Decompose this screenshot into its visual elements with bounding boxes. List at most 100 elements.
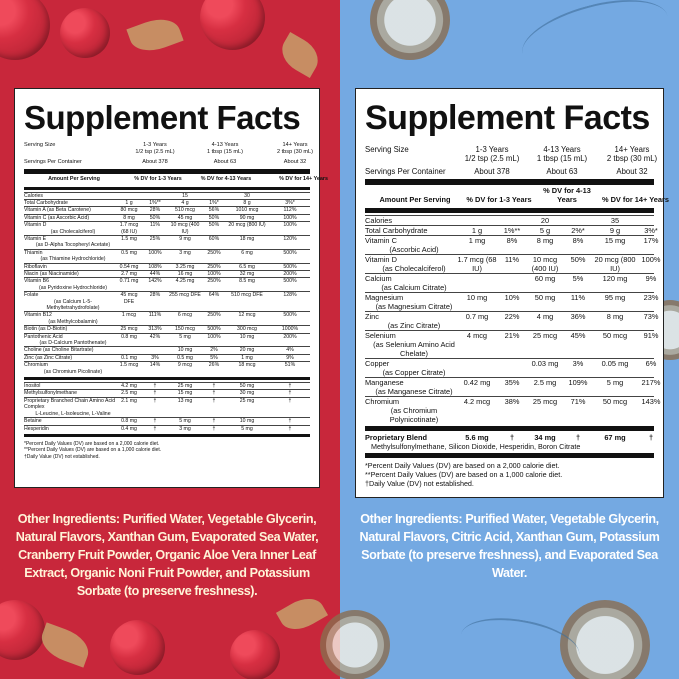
amount-cell: 45 mcg DFE bbox=[120, 292, 138, 305]
amount-cell: 5 g bbox=[539, 226, 551, 236]
dv-cell: 9% bbox=[645, 274, 657, 284]
dv-cell: 250% bbox=[207, 312, 221, 319]
dv-cell: 50% bbox=[149, 214, 161, 221]
amount-cell: 1.7 mcg (68 IU) bbox=[457, 255, 497, 274]
coconut-illustration bbox=[370, 0, 450, 60]
divider bbox=[24, 433, 310, 437]
raspberry-illustration bbox=[0, 0, 50, 60]
dv-cell: 50% bbox=[208, 222, 220, 229]
leaf-illustration bbox=[126, 12, 184, 58]
divider-thick bbox=[365, 179, 654, 185]
nutrient-name: Total Carbohydrate bbox=[24, 199, 68, 206]
amount-cell: 32 mg bbox=[239, 270, 255, 277]
dv-cell: 71% bbox=[570, 397, 586, 407]
table-row: Vitamin D (as Cholecalciferol) 1.7 mcg (68… bbox=[24, 221, 310, 235]
nutrient-name: Vitamin C (as Ascorbic Acid) bbox=[24, 214, 90, 221]
amount-cell: 5 mg bbox=[241, 425, 253, 432]
dv-cell: 100% bbox=[283, 222, 297, 229]
dv-cell: † bbox=[153, 418, 157, 425]
dv-cell: 200% bbox=[283, 333, 297, 340]
amount-cell: 8 mg bbox=[123, 214, 135, 221]
dv-cell: 8% bbox=[572, 236, 584, 246]
dv-cell: 250% bbox=[207, 263, 221, 270]
dv-cell: 111% bbox=[148, 312, 162, 319]
amount-cell: 35 bbox=[610, 216, 620, 226]
table-row: Zinc (as Zinc Citrate) 0.1 mg 3% 0.5 mg 5% 1 … bbox=[24, 353, 310, 361]
right-other-ingredients: Other Ingredients: Purified Water, Veget… bbox=[359, 512, 660, 580]
dv-cell: 11% bbox=[150, 222, 160, 229]
amount-cell: 1 mcg bbox=[121, 312, 137, 319]
amount-cell: 12 mcg bbox=[238, 312, 256, 319]
raspberry-illustration bbox=[200, 0, 265, 50]
dv-cell: 42% bbox=[149, 333, 161, 340]
table-row: Copper (as Copper Citrate) 0.03 mg 3% 0.05 m… bbox=[365, 358, 656, 378]
dv-cell: 60% bbox=[208, 235, 220, 242]
amount-cell: 50 mg bbox=[239, 383, 255, 390]
dv-cell: 500% bbox=[283, 278, 297, 285]
dv-cell: 28% bbox=[149, 207, 161, 214]
footnotes: *Percent Daily Values (DV) are based on … bbox=[365, 461, 563, 488]
table-row: Proprietary Branched Chain Amino Acid Co… bbox=[24, 396, 310, 417]
amount-cell: 1 mg bbox=[468, 236, 486, 246]
amount-cell: 50 mg bbox=[534, 293, 556, 303]
amount-cell: 25 mcg bbox=[532, 397, 558, 407]
dv-cell bbox=[202, 193, 226, 199]
amount-cell: 0.05 mg bbox=[601, 359, 629, 369]
table-row: Chromium (as Chromium Picolinate) 1.5 mcg 1… bbox=[24, 361, 310, 375]
nutrient-name: Total Carbohydrate bbox=[365, 226, 428, 236]
amount-cell: 8 g bbox=[243, 199, 251, 206]
amount-cell: 20 bbox=[540, 216, 550, 226]
nutrient-table: Calories 20 35 Total Carbohydrate 1 g 1%** 5 g… bbox=[365, 215, 660, 425]
table-row: Niacin (as Niacinamide) 2.7 mg 44% 16 mg 100… bbox=[24, 269, 310, 277]
dv-cell: 1%** bbox=[149, 199, 161, 206]
servings-per-container-row: Servings Per Container About 378 About 6… bbox=[365, 167, 648, 176]
amount-cell: 2.1 mg bbox=[121, 397, 137, 404]
amount-cell: 8 mg bbox=[536, 236, 554, 246]
amount-cell: 1.5 mg bbox=[121, 235, 137, 242]
amount-cell: 4.2 mcg bbox=[463, 397, 491, 407]
table-row: Total Carbohydrate 1 g 1%** 4 g 1%* 8 g 3%* bbox=[24, 198, 310, 206]
leaf-illustration bbox=[275, 32, 325, 78]
amount-cell: 5 mg bbox=[606, 378, 624, 388]
serving-size-row: Serving Size 1-3 Years 1/2 tsp (2.5 mL) 4… bbox=[24, 142, 314, 155]
amount-cell: 30 bbox=[244, 192, 250, 199]
dv-cell: 11% bbox=[504, 255, 520, 265]
divider bbox=[365, 453, 654, 459]
dv-cell: 500% bbox=[283, 263, 297, 270]
table-row: Manganese (as Manganese Citrate) 0.42 mg 35… bbox=[365, 377, 660, 396]
amount-cell: 0.1 mg bbox=[121, 354, 137, 361]
palm-leaf-illustration bbox=[456, 609, 584, 679]
raspberry-illustration bbox=[230, 630, 280, 679]
amount-cell: 10 mg bbox=[466, 293, 488, 303]
table-header: Amount Per Serving % DV for 1-3 Years % … bbox=[48, 176, 328, 182]
nutrient-name: Chromium (as Chromium Polynicotinate) bbox=[365, 397, 439, 425]
dv-cell: † bbox=[288, 418, 292, 425]
table-row: Calories 20 35 bbox=[365, 215, 654, 225]
nutrient-name: Pantothenic Acid (as D-Calcium Pantothena… bbox=[24, 333, 107, 347]
amount-cell: 0.54 mg bbox=[119, 263, 139, 270]
table-row: Vitamin C (Ascorbic Acid) 1 mg 8% 8 mg 8% 15 m… bbox=[365, 235, 658, 254]
serving-size-row: Serving Size 1-3 Years 1/2 tsp (2.5 mL) 4… bbox=[365, 145, 658, 163]
right-supplement-facts-panel: Supplement Facts Serving Size 1-3 Years 1… bbox=[355, 88, 669, 498]
dv-cell: 5% bbox=[572, 274, 584, 284]
amount-cell: 0.8 mg bbox=[121, 333, 137, 340]
amount-cell bbox=[457, 274, 497, 292]
dv-cell: 11% bbox=[570, 293, 586, 303]
table-row: Inositol 4.2 mg † 25 mg † 50 mg † bbox=[24, 382, 310, 389]
proprietary-blend-ingredients: Methylsulfonylmethane, Silicon Dioxide, … bbox=[371, 442, 581, 452]
dv-cell: 100% bbox=[207, 333, 221, 340]
dv-cell: 108% bbox=[148, 263, 162, 270]
dv-cell: † bbox=[212, 418, 216, 425]
divider bbox=[365, 208, 654, 214]
dv-cell bbox=[268, 193, 312, 199]
amount-cell: 8 mg bbox=[606, 312, 624, 322]
nutrient-name: Copper (as Copper Citrate) bbox=[365, 359, 446, 378]
amount-cell: 9 mcg bbox=[177, 362, 193, 369]
nutrient-name: Calcium (as Calcium Citrate) bbox=[365, 274, 447, 293]
coconut-illustration bbox=[560, 600, 650, 679]
amount-cell: 30 mg bbox=[239, 390, 255, 397]
divider bbox=[24, 186, 310, 190]
dv-cell: 2% bbox=[210, 347, 218, 354]
dv-cell: 250% bbox=[207, 249, 221, 256]
nutrient-name: Vitamin E (as D-Alpha Tocopheryl Acetate) bbox=[24, 235, 111, 249]
